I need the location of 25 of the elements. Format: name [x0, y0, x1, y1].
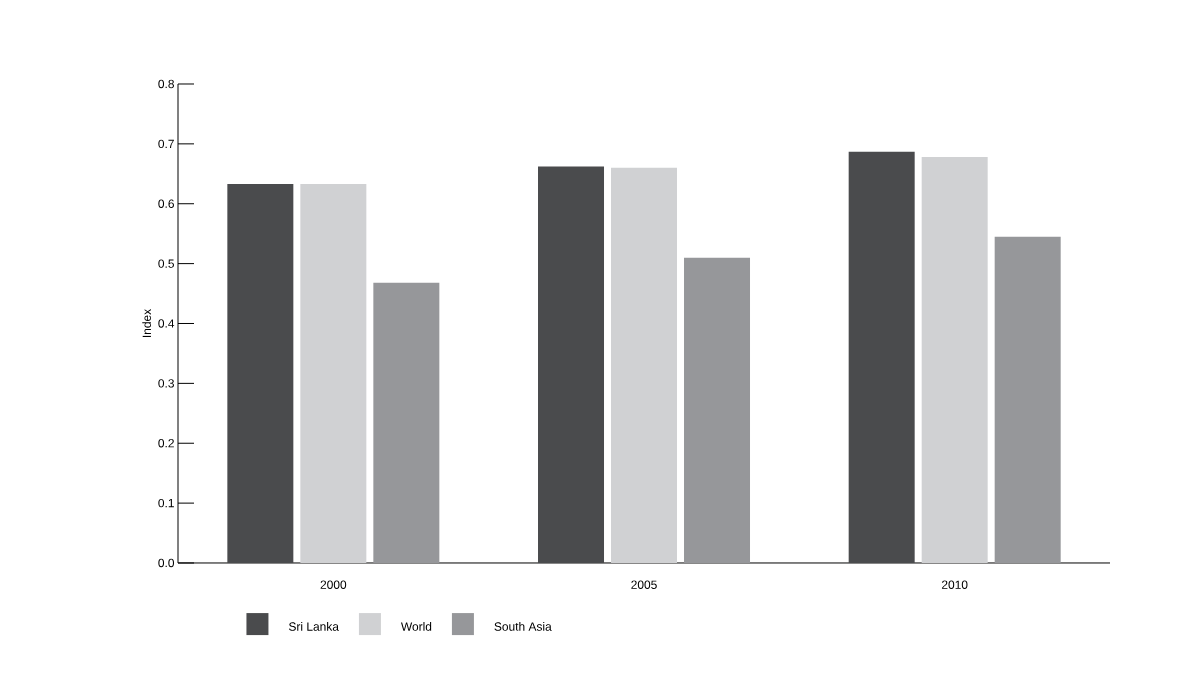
- x-tick-label: 2005: [631, 580, 657, 589]
- bar: [300, 183, 367, 563]
- y-tick-label: 0.8: [158, 79, 174, 89]
- y-tick-label: 0.1: [158, 498, 174, 508]
- bar: [538, 166, 605, 563]
- y-tick-label: 0.2: [158, 439, 174, 448]
- bar: [373, 282, 440, 563]
- y-tick-label: 0.0: [158, 558, 175, 568]
- bar: [921, 157, 988, 563]
- y-tick-label: 0.4: [158, 319, 175, 328]
- bar: [848, 151, 915, 563]
- y-tick-label: 0.7: [158, 139, 174, 149]
- y-tick-label: 0.5: [158, 259, 174, 268]
- legend-label: Sri Lanka: [288, 622, 339, 631]
- bar: [684, 257, 751, 563]
- bar: [994, 236, 1061, 563]
- x-tick-label: 2000: [320, 580, 347, 589]
- bar: [227, 183, 294, 563]
- bar: [611, 167, 678, 563]
- y-axis-title: Index: [142, 309, 152, 337]
- y-tick-label: 0.3: [158, 379, 174, 388]
- legend-label: South Asia: [494, 622, 552, 631]
- x-tick-label: 2010: [941, 580, 968, 589]
- legend-label: World: [400, 622, 432, 631]
- y-tick-label: 0.6: [158, 199, 174, 208]
